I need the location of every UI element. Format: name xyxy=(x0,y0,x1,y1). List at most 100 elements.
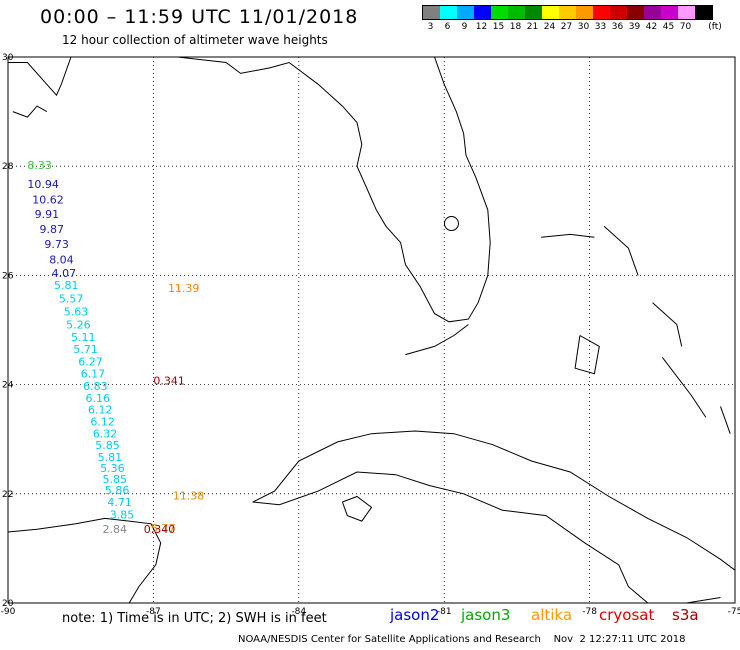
legend-unit: (ft) xyxy=(708,22,722,32)
wave-height-label: 5.81 xyxy=(98,451,123,464)
color-legend: 3 6 9 12 15 18 21 24 27 30 33 36 39 42 45 70 (ft) xyxy=(422,5,722,34)
legend-swatch xyxy=(627,6,644,19)
legend-label: 18 xyxy=(509,22,522,32)
legend-labels: 3 6 9 12 15 18 21 24 27 30 33 36 39 42 45 70 (ft) xyxy=(422,20,722,34)
coastline-gulf-north xyxy=(8,56,96,97)
satellite-label-jason3: jason3 xyxy=(461,606,511,624)
legend-label: 45 xyxy=(662,22,675,32)
legend-swatch xyxy=(610,6,627,19)
wave-height-label: 11.39 xyxy=(168,282,200,295)
wave-height-label: 5.86 xyxy=(105,484,130,497)
wave-height-label: 5.81 xyxy=(54,279,79,292)
footer-note: note: 1) Time is in UTC; 2) SWH is in fe… xyxy=(62,611,327,626)
coastline-isla-juventud xyxy=(341,495,373,522)
legend-label: 33 xyxy=(594,22,607,32)
coastline-grand-bahama xyxy=(541,233,595,238)
coastline-exuma xyxy=(661,356,707,418)
wave-height-label: 6.16 xyxy=(86,392,111,405)
lat-tick-label: 26 xyxy=(2,271,14,281)
legend-swatch xyxy=(644,6,661,19)
lon-tick-label: -78 xyxy=(582,607,597,617)
legend-label: 42 xyxy=(645,22,658,32)
page-subtitle: 12 hour collection of altimeter wave hei… xyxy=(62,33,328,47)
lat-tick-label: 22 xyxy=(2,490,13,500)
legend-label: 27 xyxy=(560,22,573,32)
wave-height-label: 10.94 xyxy=(27,178,58,191)
legend-label: 15 xyxy=(492,22,505,32)
wave-height-label: 9.91 xyxy=(35,208,60,221)
satellite-label-s3a: s3a xyxy=(672,606,699,624)
legend-swatch xyxy=(661,6,678,19)
legend-swatches xyxy=(422,5,713,20)
legend-label: 30 xyxy=(577,22,590,32)
wave-height-label: 9.87 xyxy=(40,223,65,236)
legend-label: 24 xyxy=(543,22,556,32)
legend-swatch xyxy=(559,6,576,19)
legend-swatch xyxy=(474,6,491,19)
wave-height-label: 6.32 xyxy=(93,428,118,441)
wave-height-label: 5.57 xyxy=(59,293,84,306)
coastline-louisiana-islands xyxy=(12,105,48,118)
coastline-florida-keys xyxy=(405,324,469,356)
wave-height-label: 5.26 xyxy=(66,318,91,331)
legend-swatch xyxy=(491,6,508,19)
lat-tick-label: 30 xyxy=(2,53,14,63)
wave-height-label: 11.38 xyxy=(173,489,205,502)
legend-swatch xyxy=(593,6,610,19)
wave-height-label: 6.12 xyxy=(88,404,113,417)
wave-height-label: 2.84 xyxy=(103,523,128,536)
wave-height-label: 5.63 xyxy=(64,305,88,318)
legend-swatch xyxy=(695,6,712,19)
wave-height-label: 6.12 xyxy=(90,416,115,429)
lat-tick-label: 24 xyxy=(2,381,14,391)
legend-swatch xyxy=(678,6,695,19)
wave-height-label: 10.62 xyxy=(32,193,64,206)
wave-height-label: 6.83 xyxy=(83,380,108,393)
legend-swatch xyxy=(525,6,542,19)
coastline-cuba-north xyxy=(252,430,736,571)
legend-label: 70 xyxy=(679,22,692,32)
legend-swatch xyxy=(576,6,593,19)
wave-height-label: 8.33 xyxy=(27,159,51,172)
legend-label: 9 xyxy=(461,22,468,32)
legend-label: 6 xyxy=(444,22,451,32)
wave-height-label: 5.85 xyxy=(95,439,120,452)
legend-label: 12 xyxy=(475,22,488,32)
wave-height-label: 6.17 xyxy=(81,368,106,381)
coastline-eleuthera xyxy=(652,302,683,347)
coastline-yucatan xyxy=(7,517,162,604)
lake-okeechobee xyxy=(443,216,459,232)
lon-tick-label: -90 xyxy=(1,607,16,617)
map-frame xyxy=(7,56,736,604)
legend-label: 3 xyxy=(427,22,434,32)
wave-height-label: 5.36 xyxy=(100,462,125,475)
coastline-cuba-south xyxy=(252,471,721,604)
coastline-long-island xyxy=(720,406,731,434)
wave-height-label: 5.11 xyxy=(71,331,96,344)
page-title: 00:00 – 11:59 UTC 11/01/2018 xyxy=(40,6,359,28)
legend-swatch xyxy=(542,6,559,19)
wave-height-label: 0.340 xyxy=(144,523,176,536)
wave-height-label: 4.71 xyxy=(107,496,131,509)
lon-tick-label: -75 xyxy=(728,607,740,617)
wave-height-label: 5.71 xyxy=(73,343,98,356)
wave-height-label: 3.85 xyxy=(110,508,135,521)
wave-height-label: 5.85 xyxy=(103,473,128,486)
wave-height-label: 0.341 xyxy=(153,375,185,388)
wave-height-label: 8.04 xyxy=(49,253,74,266)
coastline-florida-panhandle xyxy=(129,56,491,323)
lat-tick-label: 28 xyxy=(2,162,14,172)
satellite-label-jason2: jason2 xyxy=(390,606,440,624)
legend-label: 36 xyxy=(611,22,624,32)
legend-label: 39 xyxy=(628,22,641,32)
wave-height-label: 9.73 xyxy=(44,238,69,251)
legend-swatch xyxy=(440,6,457,19)
legend-swatch xyxy=(457,6,474,19)
coastline-andros xyxy=(574,335,600,375)
lon-tick-label: -87 xyxy=(146,607,161,617)
satellite-label-altika: altika xyxy=(531,606,573,624)
credit-line: NOAA/NESDIS Center for Satellite Applica… xyxy=(238,634,686,645)
legend-swatch xyxy=(423,6,440,19)
wave-height-label: 5.77 xyxy=(151,522,176,535)
